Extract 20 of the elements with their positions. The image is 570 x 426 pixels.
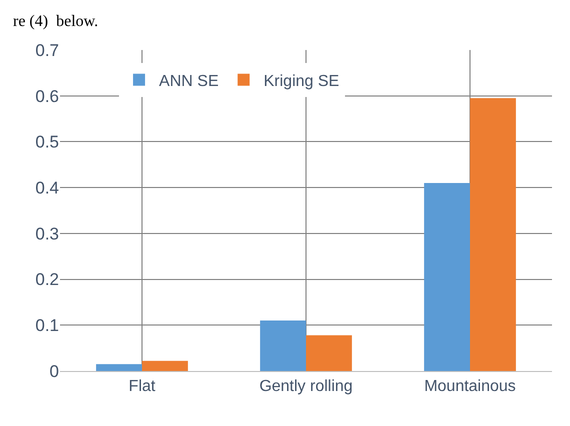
bar [260,320,306,371]
bar [424,182,470,371]
legend-label: Kriging SE [264,72,340,90]
y-tick-label: 0.5 [35,132,59,152]
y-tick-label: 0.6 [35,86,59,106]
bar [306,335,352,371]
bar [96,364,142,371]
bar [142,360,188,371]
x-tick-label: Mountainous [424,378,516,396]
y-tick-label: 0.7 [35,40,59,60]
legend-label: ANN SE [159,72,219,90]
y-tick-label: 0 [50,362,59,381]
y-tick-label: 0.2 [35,270,59,290]
y-tick-label: 0.4 [35,178,59,198]
y-tick-label: 0.3 [35,224,59,244]
y-tick-label: 0.1 [35,316,59,336]
text: re (4) below. [13,13,98,30]
x-tick-label: Flat [128,378,156,396]
bar [470,98,516,371]
x-tick-label: Gently rolling [259,378,353,396]
